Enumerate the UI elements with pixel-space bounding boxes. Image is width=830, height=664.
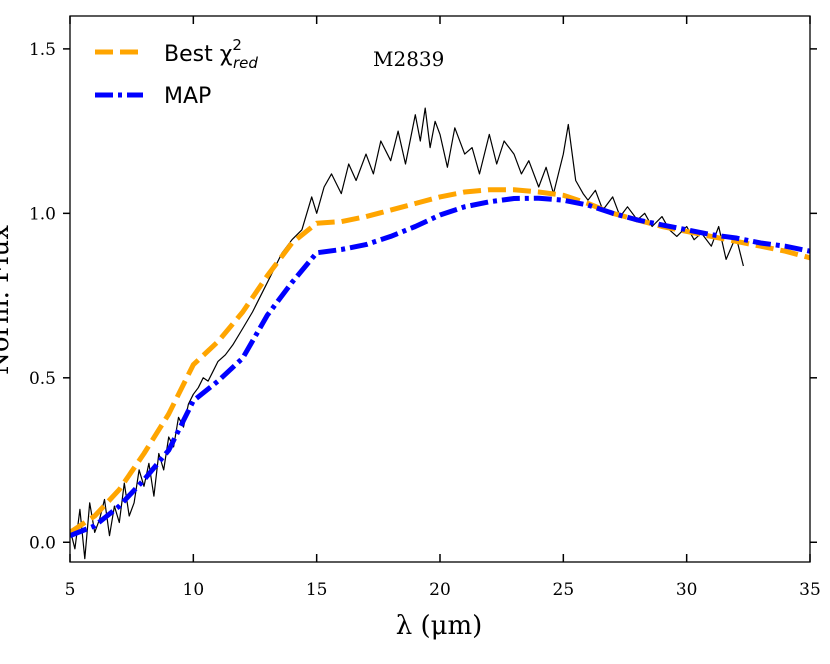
y-tick-label: 0.5 (29, 369, 56, 389)
x-tick-label: 25 (553, 580, 575, 600)
legend: Best χ2 red MAP (95, 36, 258, 109)
series-layer (70, 107, 810, 560)
y-axis-label: Norm. Flux (0, 225, 15, 375)
series-line-map (70, 195, 810, 539)
y-tick-label: 1.0 (29, 204, 56, 224)
x-tick-label: 20 (429, 580, 451, 600)
legend-label-best-sup: 2 (232, 36, 242, 54)
y-tick-label: 1.5 (29, 40, 56, 60)
x-tick-label: 10 (183, 580, 205, 600)
x-axis-label: λ (μm) (396, 611, 483, 641)
ticks-layer: 5 10 15 20 25 30 35 0.0 0.5 1.0 1.5 (29, 16, 821, 600)
legend-label-best: Best χ2 red (164, 36, 258, 72)
series-line-observed (70, 107, 744, 560)
x-tick-label: 15 (306, 580, 328, 600)
legend-label-map: MAP (164, 84, 211, 109)
legend-label-best-main: Best χ (164, 42, 233, 67)
y-tick-label: 0.0 (29, 533, 56, 553)
legend-label-best-sub: red (233, 54, 258, 72)
object-annotation: M2839 (373, 47, 444, 71)
x-tick-label: 5 (65, 580, 76, 600)
series-line-best-red (70, 187, 810, 535)
x-tick-label: 30 (676, 580, 698, 600)
x-tick-label: 35 (799, 580, 821, 600)
